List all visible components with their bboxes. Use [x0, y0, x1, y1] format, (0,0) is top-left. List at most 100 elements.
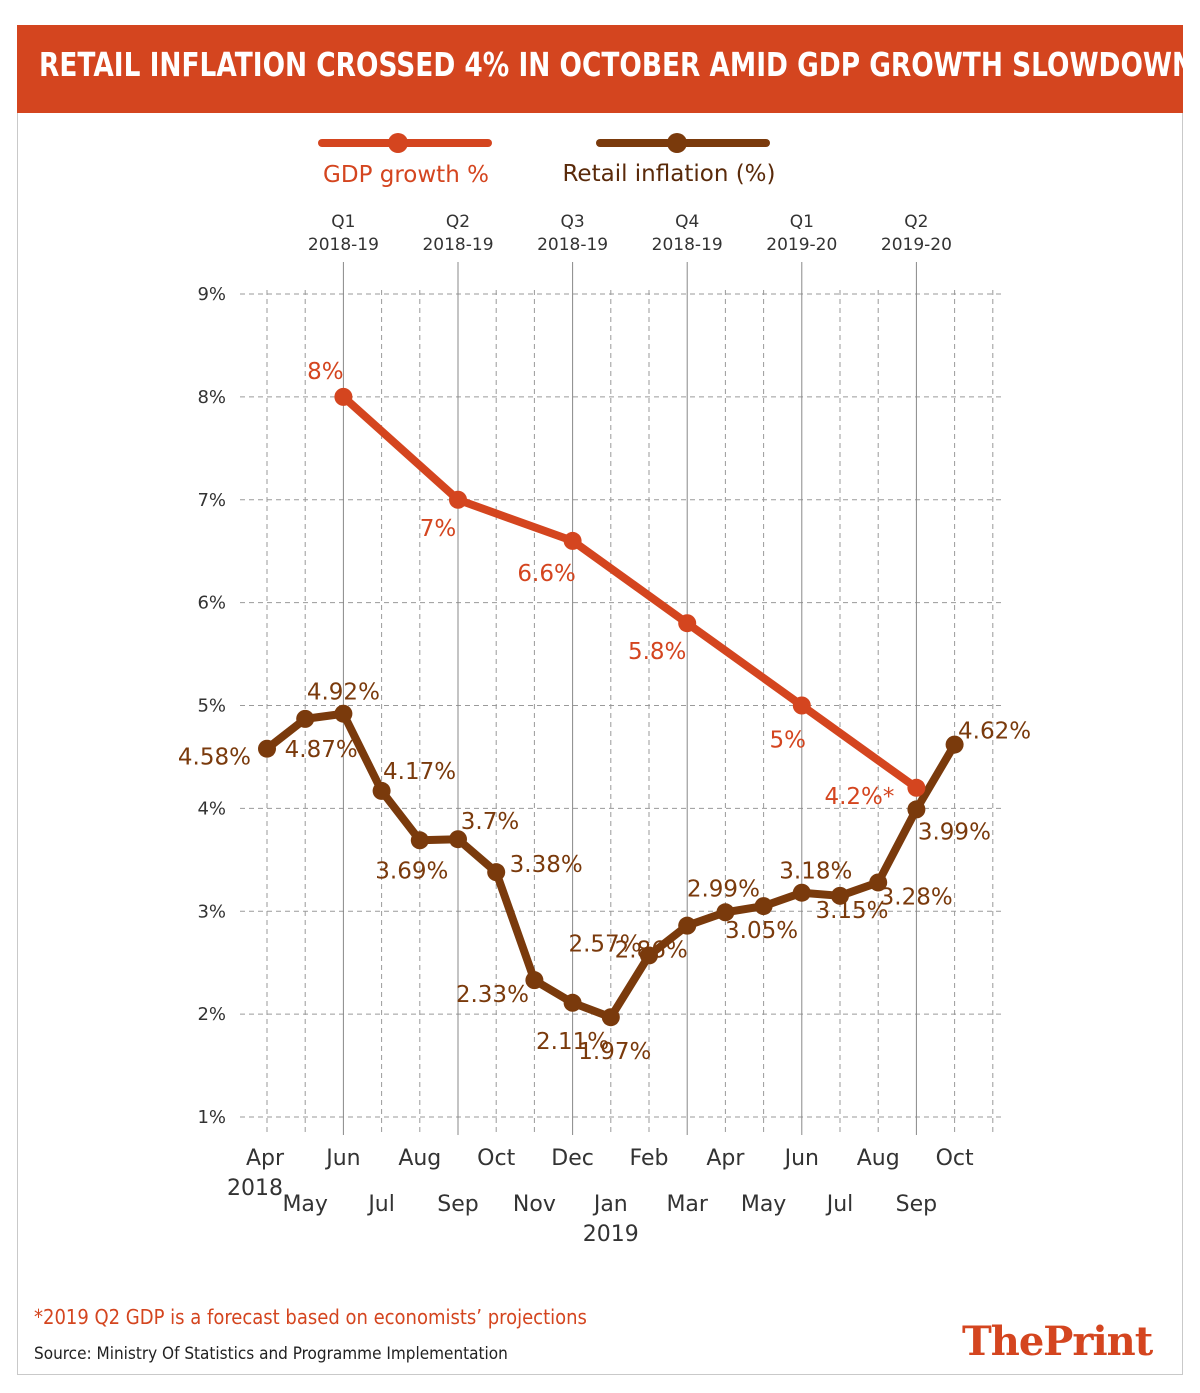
inflation-point: [831, 886, 849, 905]
inflation-point: [487, 863, 506, 882]
quarter-label: Q1: [331, 212, 355, 232]
y-tick-label: 8%: [197, 387, 226, 408]
source-note: Source: Ministry Of Statistics and Progr…: [34, 1344, 508, 1364]
inflation-data-label: 2.99%: [687, 876, 760, 902]
quarter-year-label: 2018-19: [422, 235, 493, 255]
gdp-data-label: 7%: [420, 516, 457, 542]
inflation-point: [716, 903, 735, 922]
gdp-data-label: 6.6%: [517, 561, 575, 587]
title-banner: [17, 25, 1183, 113]
gdp-data-label: 5.8%: [628, 639, 686, 665]
gdp-data-label: 4.2%*: [824, 784, 894, 810]
quarter-label: Q2: [904, 212, 928, 232]
inflation-data-label: 4.87%: [285, 737, 358, 763]
inflation-point: [525, 971, 544, 990]
legend-inflation-label: Retail inflation (%): [562, 161, 775, 187]
quarter-label: Q4: [675, 212, 699, 232]
quarter-year-label: 2018-19: [652, 235, 723, 255]
inflation-point: [372, 781, 391, 800]
quarter-label: Q1: [790, 212, 814, 232]
inflation-data-label: 1.97%: [578, 1039, 651, 1065]
x-tick-label: Dec: [551, 1146, 594, 1171]
quarter-label: Q3: [560, 212, 584, 232]
gdp-series-line: [339, 392, 921, 792]
x-tick-label: May: [741, 1192, 786, 1217]
inflation-point: [792, 883, 811, 902]
inflation-data-label: 3.7%: [461, 809, 519, 835]
inflation-data-label: 4.62%: [958, 719, 1031, 745]
legend-gdp-marker: [388, 133, 408, 153]
y-tick-label: 1%: [197, 1107, 226, 1128]
x-tick-label: Sep: [437, 1192, 478, 1217]
gdp-point: [792, 696, 811, 715]
inflation-point: [410, 831, 429, 850]
x-tick-label: Jul: [825, 1192, 854, 1217]
chart-title: RETAIL INFLATION CROSSED 4% IN OCTOBER A…: [39, 45, 1195, 84]
gdp-point: [678, 614, 697, 633]
brand-logo: ThePrint: [962, 1318, 1153, 1365]
x-tick-label: May: [282, 1192, 327, 1217]
inflation-data-label: 2.33%: [456, 982, 529, 1008]
inflation-data-label: 4.17%: [383, 759, 456, 785]
inflation-data-label: 3.38%: [510, 852, 583, 878]
inflation-data-label: 3.28%: [880, 884, 953, 910]
inflation-data-label: 3.69%: [375, 858, 448, 884]
inflation-point: [449, 830, 467, 849]
forecast-footnote: *2019 Q2 GDP is a forecast based on econ…: [34, 1305, 587, 1329]
y-tick-label: 3%: [197, 901, 226, 922]
inflation-point: [334, 704, 353, 723]
y-tick-label: 5%: [197, 696, 226, 717]
quarter-year-label: 2018-19: [308, 235, 379, 255]
chart-frame: [17, 25, 1183, 1375]
gdp-point: [334, 387, 353, 406]
inflation-data-label: 4.58%: [178, 745, 251, 771]
x-tick-label: Jun: [783, 1146, 819, 1171]
x-tick-label: Oct: [477, 1146, 515, 1171]
x-tick-label: Sep: [896, 1192, 937, 1217]
x-tick-label: Jan: [592, 1192, 628, 1217]
x-tick-label: Jul: [366, 1192, 395, 1217]
x-tick-label: Aug: [398, 1146, 441, 1171]
quarter-year-label: 2019-20: [881, 235, 952, 255]
gdp-data-label: 8%: [307, 359, 344, 385]
x-tick-label: Jun: [324, 1146, 360, 1171]
quarter-year-label: 2019-20: [766, 235, 837, 255]
x-tick-label: Mar: [666, 1192, 708, 1217]
inflation-data-label: 3.99%: [918, 819, 991, 845]
x-year-label: 2019: [583, 1222, 639, 1247]
x-year-label: 2018: [227, 1176, 283, 1201]
gdp-point: [449, 490, 467, 509]
inflation-point: [945, 735, 964, 754]
inflation-point: [754, 897, 773, 916]
x-tick-label: Apr: [706, 1146, 745, 1171]
x-tick-label: Nov: [513, 1192, 556, 1217]
inflation-point: [869, 873, 888, 892]
x-tick-label: Aug: [857, 1146, 900, 1171]
y-tick-label: 6%: [197, 593, 226, 614]
inflation-data-label: 4.92%: [307, 680, 380, 706]
inflation-data-label: 2.57%: [568, 931, 641, 957]
quarter-year-label: 2018-19: [537, 235, 608, 255]
inflation-point: [640, 946, 658, 965]
gdp-data-label: 5%: [770, 728, 807, 754]
gdp-point: [907, 778, 926, 797]
inflation-point: [563, 993, 582, 1012]
quarter-label: Q2: [446, 212, 470, 232]
y-tick-label: 4%: [197, 798, 226, 819]
x-tick-label: Feb: [630, 1146, 669, 1171]
legend-inflation-marker: [667, 133, 687, 153]
x-tick-label: Oct: [936, 1146, 974, 1171]
inflation-point: [258, 739, 276, 758]
inflation-data-label: 2.11%: [536, 1029, 609, 1055]
inflation-point: [678, 916, 697, 935]
legend-gdp-label: GDP growth %: [323, 162, 489, 188]
y-tick-label: 2%: [197, 1004, 226, 1025]
brand-print: Print: [1043, 1318, 1153, 1365]
y-tick-label: 7%: [197, 490, 226, 511]
gdp-point: [563, 531, 582, 550]
inflation-point: [296, 709, 315, 728]
brand-the: The: [962, 1318, 1044, 1365]
inflation-data-label: 3.18%: [779, 859, 852, 885]
inflation-data-label: 2.86%: [615, 938, 688, 964]
